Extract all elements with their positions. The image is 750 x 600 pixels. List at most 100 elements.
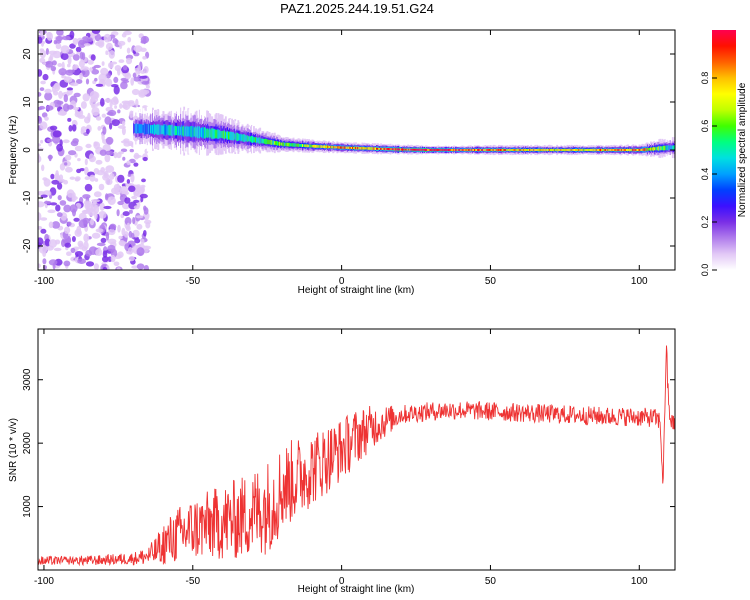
- spectrogram-x-axis: -100 -50 0 50 100: [34, 30, 648, 287]
- spectrogram-ridge-cell: [323, 145, 326, 149]
- spectrogram-noise-blob: [93, 263, 99, 270]
- spectrogram-ridge-cell: [617, 149, 620, 151]
- spectrogram-ridge-cell: [261, 138, 264, 144]
- spectrogram-noise-blob: [40, 217, 48, 221]
- spectrogram-ridge-cell: [342, 146, 345, 149]
- spectrogram-ridge-cell: [619, 148, 622, 152]
- spectrogram-ridge-cell: [160, 125, 163, 134]
- spectrogram-noise-blob: [102, 250, 108, 258]
- spectrogram-ridge-cell: [338, 146, 341, 149]
- spectrogram-noise-blob: [100, 167, 106, 173]
- spectrogram-ridge-cell: [588, 149, 591, 151]
- spectrogram-noise-blob: [66, 87, 74, 91]
- spectrogram-noise-blob: [91, 232, 101, 239]
- spectrogram-ridge-cell: [274, 141, 277, 145]
- spectrogram-ridge-cell: [609, 149, 612, 151]
- spectrogram-noise-blob: [98, 73, 107, 83]
- spectrogram-noise-blob: [105, 178, 113, 186]
- spectrogram-ridge-cell: [294, 143, 297, 147]
- y-tick-label: 3000: [22, 368, 33, 391]
- spectrogram-ridge-cell: [264, 138, 267, 145]
- spectrogram-ridge-cell: [208, 129, 211, 138]
- spectrogram-noise-blob: [82, 217, 90, 225]
- spectrogram-ridge-cell: [427, 148, 429, 151]
- spectrogram-noise-blob: [102, 255, 109, 263]
- spectrogram-noise-blob: [66, 251, 72, 256]
- spectrogram-ridge-cell: [582, 148, 585, 152]
- spectrogram-noise-blob: [38, 201, 45, 208]
- spectrogram-ridge-cell: [138, 123, 141, 134]
- spectrogram-ridge-cell: [460, 149, 463, 151]
- spectrogram-ridge-cell: [403, 148, 405, 151]
- spectrogram-ridge-cell: [642, 148, 645, 151]
- spectrogram-ridge-cell: [410, 148, 413, 151]
- spectrogram-noise-blob: [40, 30, 45, 37]
- spectrogram-ridge-cell: [605, 148, 607, 152]
- spectrogram-ridge-cell: [480, 149, 482, 151]
- colorbar: 0.0 0.2 0.4 0.6 0.8 Normalized spectral ampl…: [700, 30, 748, 276]
- spectrogram-ridge-cell: [200, 127, 203, 138]
- spectrogram-noise-blob: [143, 230, 147, 237]
- spectrogram-ridge-cell: [238, 133, 241, 141]
- spectrogram-ridge-cell: [603, 149, 605, 151]
- spectrogram-ridge-cell: [648, 147, 651, 151]
- spectrogram-noise-blob: [77, 258, 86, 265]
- spectrogram-ridge-cell: [173, 125, 176, 136]
- spectrogram-noise-blob: [121, 120, 126, 127]
- spectrogram-ridge-cell: [476, 149, 478, 151]
- spectrogram-ridge-cell: [199, 128, 202, 137]
- spectrogram-ridge-cell: [378, 147, 380, 150]
- spectrogram-noise-blob: [121, 104, 128, 109]
- spectrogram-ridge-cell: [574, 149, 577, 151]
- spectrogram-ridge-cell: [207, 128, 210, 138]
- spectrogram-ridge-cell: [161, 125, 164, 135]
- spectrogram-ridge-cell: [591, 148, 594, 152]
- spectrogram-ridge-cell: [297, 143, 300, 148]
- spectrogram-noise-blob: [69, 43, 76, 49]
- spectrogram-noise-blob: [80, 126, 87, 133]
- spectrogram-ridge-cell: [203, 127, 205, 138]
- spectrogram-ridge-cell: [146, 123, 149, 135]
- spectrogram-ridge-cell: [152, 124, 154, 134]
- spectrogram-ridge-cell: [660, 146, 663, 151]
- spectrogram-ridge-cell: [150, 124, 153, 134]
- spectrogram-ridge-cell: [580, 148, 582, 152]
- spectrogram-ridge-cell: [170, 124, 173, 136]
- spectrogram-ridge-cell: [395, 148, 398, 151]
- spectrogram-ridge-cell: [256, 136, 258, 144]
- spectrogram-ridge-cell: [654, 147, 656, 151]
- spectrogram-ridge-cell: [429, 149, 431, 151]
- spectrogram-noise-blob: [95, 228, 104, 233]
- spectrogram-ridge-cell: [244, 134, 247, 142]
- spectrogram-ridge-cell: [409, 148, 412, 151]
- spectrogram-noise-blob: [90, 218, 94, 226]
- spectrogram-ridge-cell: [162, 125, 165, 134]
- spectrogram-noise-blob: [118, 235, 123, 240]
- spectrogram-noise-blob: [113, 151, 118, 159]
- spectrogram-ridge-cell: [417, 148, 420, 151]
- spectrogram-ridge-cell: [571, 149, 574, 151]
- spectrogram-noise-blob: [113, 76, 119, 83]
- spectrogram-noise-blob: [99, 149, 107, 156]
- spectrogram-ridge-cell: [387, 147, 390, 151]
- spectrogram-noise-blob: [127, 247, 133, 255]
- spectrogram-ridge-cell: [365, 147, 368, 150]
- spectrogram-ridge-cell: [459, 148, 462, 152]
- spectrogram-ridge-cell: [624, 148, 627, 152]
- spectrogram-ridge-cell: [324, 145, 327, 148]
- spectrogram-noise-blob: [131, 265, 139, 269]
- spectrogram-ridge-cell: [308, 144, 311, 148]
- spectrogram-ridge-cell: [524, 148, 527, 152]
- spectrogram-noise-blob: [79, 72, 83, 81]
- spectrogram-noise-blob: [112, 96, 118, 103]
- spectrogram-noise-blob: [44, 88, 52, 94]
- spectrogram-ridge-cell: [394, 148, 397, 151]
- spectrogram-ridge-cell: [528, 148, 530, 152]
- spectrogram-noise-blob: [75, 46, 82, 53]
- spectrogram-ridge-cell: [192, 126, 195, 138]
- spectrogram-noise-blob: [108, 62, 114, 69]
- spectrogram-ridge-cell: [140, 124, 143, 134]
- spectrogram-noise-blob: [122, 156, 126, 161]
- spectrogram-ridge-cell: [643, 148, 646, 152]
- spectrogram-noise-blob: [38, 244, 48, 254]
